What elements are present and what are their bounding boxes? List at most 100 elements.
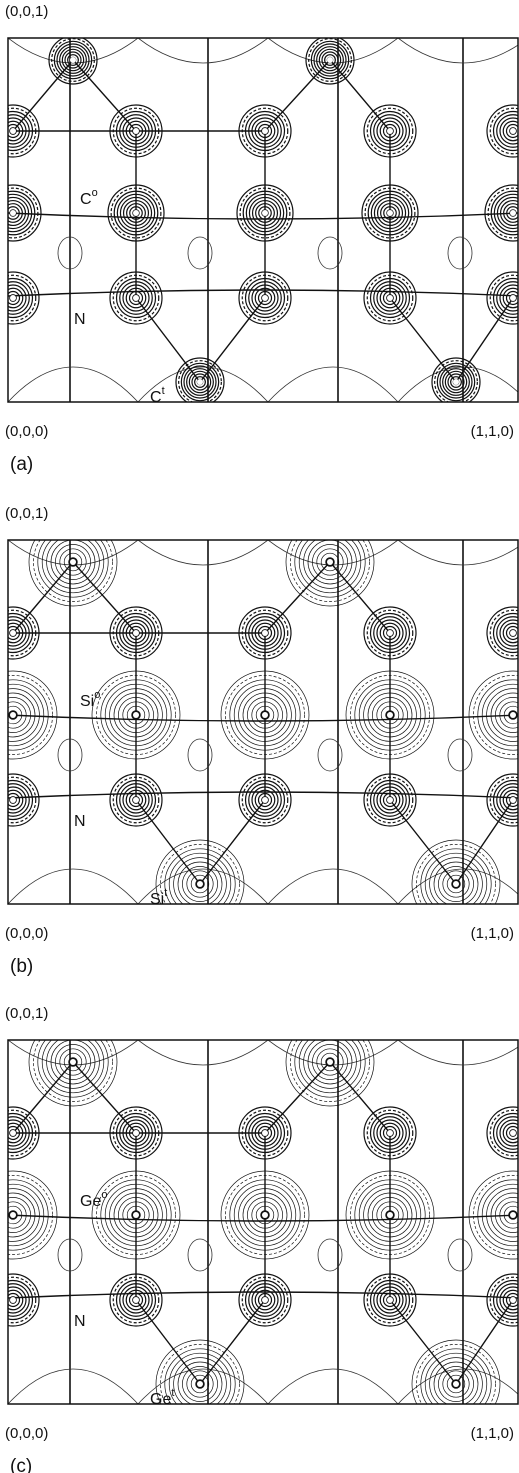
contour xyxy=(376,199,404,227)
origin-label: (0,0,0) xyxy=(5,423,48,440)
contour xyxy=(411,1339,501,1404)
contour xyxy=(257,1292,273,1308)
nucleus xyxy=(133,1297,139,1303)
contour xyxy=(438,866,474,902)
contour xyxy=(447,738,473,772)
nucleus xyxy=(70,57,76,63)
contour xyxy=(104,683,168,747)
contour xyxy=(433,1361,479,1404)
caption: (b) xyxy=(10,956,33,977)
contour xyxy=(122,1201,150,1229)
contour xyxy=(254,789,276,811)
bond xyxy=(455,799,514,885)
contour xyxy=(8,274,37,322)
contour xyxy=(312,544,348,580)
contour xyxy=(312,1044,348,1080)
contour xyxy=(490,1192,518,1238)
contour xyxy=(126,1205,146,1225)
contour xyxy=(109,1273,163,1327)
contour xyxy=(186,368,214,396)
contour xyxy=(502,120,518,142)
contour xyxy=(8,779,34,821)
contour xyxy=(125,1289,147,1311)
contour xyxy=(8,1122,24,1144)
atom-site: t xyxy=(164,887,167,899)
contour xyxy=(397,38,518,64)
cell-curve xyxy=(8,1214,518,1222)
contour xyxy=(251,1119,279,1147)
contour xyxy=(397,868,518,904)
contour xyxy=(477,679,518,751)
contour xyxy=(8,1283,30,1317)
contour xyxy=(444,370,468,394)
contour xyxy=(366,107,414,155)
contour xyxy=(8,1112,34,1154)
contour xyxy=(122,786,150,814)
contour xyxy=(486,104,518,158)
atom-label: Co xyxy=(80,187,98,208)
atom-label: Sio xyxy=(80,689,100,710)
contour xyxy=(316,46,344,74)
contour xyxy=(496,281,518,315)
contour xyxy=(113,692,159,738)
nucleus xyxy=(387,1130,393,1136)
contour xyxy=(37,540,109,598)
contour xyxy=(254,287,276,309)
contour xyxy=(366,1276,414,1324)
atom-symbol: Si xyxy=(150,891,164,908)
nucleus xyxy=(10,1130,16,1136)
contour xyxy=(376,1286,404,1314)
contour xyxy=(492,110,518,152)
contour xyxy=(8,1125,21,1141)
contour xyxy=(137,38,269,64)
contour xyxy=(8,688,40,742)
contour xyxy=(112,609,160,657)
end-label: (1,1,0) xyxy=(471,423,514,440)
contour xyxy=(363,271,417,325)
atom-symbol: Si xyxy=(80,693,94,710)
contour xyxy=(247,697,283,733)
nucleus xyxy=(510,1297,516,1303)
contour xyxy=(383,206,397,220)
contour xyxy=(8,1188,40,1242)
contour xyxy=(8,670,58,760)
contour xyxy=(294,540,366,598)
contour xyxy=(367,190,413,236)
contour xyxy=(366,776,414,824)
contour xyxy=(257,625,273,641)
contour xyxy=(96,1175,176,1255)
nucleus xyxy=(262,128,268,134)
contour xyxy=(434,360,478,402)
contour xyxy=(8,120,24,142)
nucleus xyxy=(262,1297,268,1303)
nucleus xyxy=(453,881,459,887)
contour xyxy=(238,104,292,158)
contour xyxy=(109,1188,163,1242)
contour xyxy=(115,779,157,821)
plot-frame xyxy=(7,539,519,905)
contour xyxy=(382,290,398,306)
origin-label: (0,0,0) xyxy=(5,1425,48,1442)
nucleus xyxy=(387,210,393,216)
contour xyxy=(376,284,404,312)
contour xyxy=(155,839,245,904)
contour xyxy=(188,370,212,394)
contour xyxy=(376,117,404,145)
nucleus xyxy=(10,1212,16,1218)
contour xyxy=(173,1357,227,1404)
contour xyxy=(411,839,501,904)
contour xyxy=(267,868,399,904)
contour xyxy=(305,38,355,85)
atom-site: o xyxy=(101,1189,107,1201)
contour xyxy=(496,196,518,230)
contour xyxy=(33,540,113,602)
contour xyxy=(373,196,407,230)
nucleus xyxy=(133,712,139,718)
contour xyxy=(122,1286,150,1314)
contour xyxy=(447,1238,473,1272)
contour xyxy=(244,1112,286,1154)
contour xyxy=(369,1112,411,1154)
contour xyxy=(126,203,146,223)
contour xyxy=(376,619,404,647)
contour xyxy=(244,612,286,654)
